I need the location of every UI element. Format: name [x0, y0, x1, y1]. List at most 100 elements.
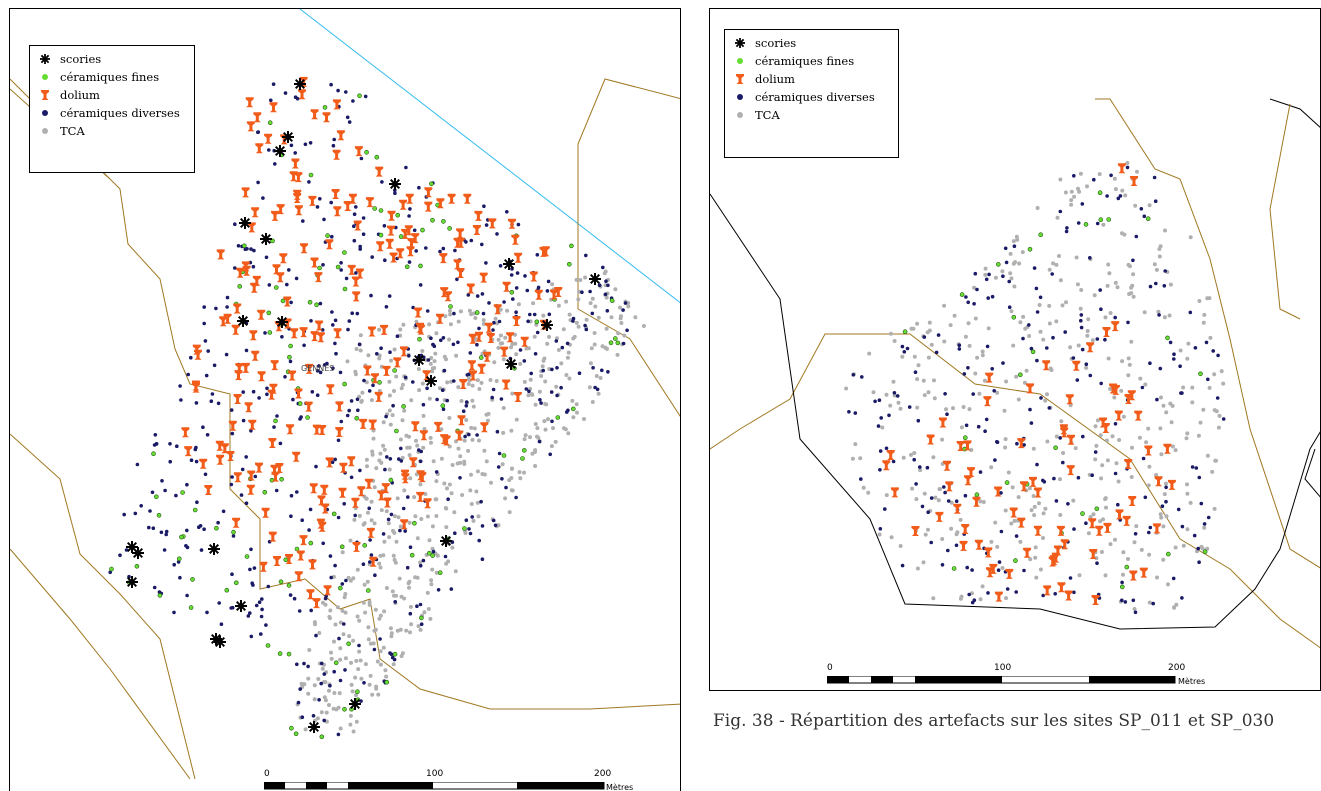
ceramiques-fines-point	[378, 208, 384, 213]
dolium-point	[466, 283, 475, 294]
ceramiques-diverses-point	[1003, 246, 1008, 251]
tca-point	[961, 405, 966, 409]
ceramiques-fines-point	[404, 264, 410, 270]
tca-point	[1214, 409, 1219, 414]
ceramiques-diverses-point	[298, 687, 303, 691]
ceramiques-diverses-point	[859, 477, 863, 481]
ceramiques-diverses-point	[1221, 417, 1226, 421]
scories-point	[276, 316, 288, 328]
right-scale-unit: Mètres	[1178, 677, 1206, 686]
ceramiques-fines-point	[1097, 190, 1103, 195]
ceramiques-diverses-point	[453, 248, 457, 253]
dolium-point	[434, 421, 443, 432]
tca-point	[430, 524, 435, 529]
ceramiques-diverses-point	[1071, 356, 1076, 360]
ceramiques-diverses-point	[1188, 310, 1193, 315]
ceramiques-diverses-point	[174, 493, 178, 498]
dolium-point	[1029, 476, 1037, 487]
ceramiques-fines-point	[392, 651, 398, 657]
ceramiques-diverses-point	[369, 553, 374, 557]
ceramiques-diverses-point	[484, 261, 488, 265]
tca-point	[327, 703, 331, 707]
ceramiques-diverses-icon	[38, 109, 52, 117]
tca-point	[574, 320, 579, 325]
ceramiques-diverses-point	[496, 465, 501, 469]
tca-point	[317, 631, 322, 635]
ceramiques-diverses-point	[354, 271, 358, 275]
tca-point	[427, 396, 432, 401]
dolium-point	[375, 166, 384, 177]
tca-point	[340, 550, 345, 555]
tca-point	[372, 628, 377, 633]
tca-point	[1047, 321, 1052, 326]
tca-point	[378, 553, 383, 558]
tca-point	[366, 510, 370, 515]
ceramiques-diverses-point	[984, 277, 989, 282]
tca-point	[989, 539, 994, 544]
dolium-point	[371, 373, 379, 384]
ceramiques-fines-point	[244, 554, 250, 559]
ceramiques-diverses-point	[179, 398, 183, 402]
tca-point	[1075, 282, 1080, 287]
tca-point	[421, 413, 426, 418]
tca-point	[1032, 504, 1037, 509]
ceramiques-diverses-point	[580, 290, 584, 295]
tca-point	[1156, 309, 1161, 314]
tca-point	[431, 459, 436, 464]
tca-point	[542, 419, 547, 424]
tca-point	[332, 639, 336, 644]
dolium-point	[255, 462, 263, 473]
ceramiques-diverses-point	[291, 397, 295, 402]
ceramiques-diverses-point	[962, 372, 967, 376]
tca-point	[453, 569, 458, 574]
tca-point	[1162, 492, 1167, 497]
tca-point	[1033, 555, 1038, 560]
tca-point	[476, 514, 481, 519]
tca-point	[365, 464, 369, 469]
tca-point	[1126, 373, 1131, 378]
ceramiques-diverses-point	[381, 532, 386, 536]
ceramiques-diverses-point	[560, 345, 565, 350]
tca-point	[367, 600, 372, 604]
ceramiques-diverses-point	[256, 180, 260, 185]
tca-point	[381, 443, 386, 448]
ceramiques-diverses-point	[1103, 337, 1107, 342]
ceramiques-diverses-point	[1206, 377, 1210, 382]
tca-point	[443, 314, 448, 319]
tca-point	[355, 567, 360, 572]
tca-point	[633, 315, 638, 320]
tca-point	[359, 676, 364, 681]
tca-point	[1161, 403, 1166, 408]
dolium-point	[323, 585, 332, 596]
ceramiques-diverses-point	[358, 244, 363, 249]
dolium-point	[247, 470, 256, 481]
tca-point	[352, 517, 357, 522]
tca-point	[1126, 262, 1131, 267]
dolium-point	[299, 327, 308, 338]
tca-point	[1133, 203, 1138, 208]
ceramiques-diverses-point	[548, 452, 552, 457]
dolium-point	[315, 320, 324, 331]
tca-point	[345, 359, 350, 364]
ceramiques-diverses-point	[992, 389, 996, 393]
tca-point	[1219, 369, 1224, 374]
dolium-point	[1129, 570, 1138, 581]
tca-point	[1027, 486, 1032, 491]
dolium-point	[220, 443, 229, 454]
dolium-point	[199, 458, 208, 469]
ceramiques-fines-point	[474, 310, 480, 315]
tca-point	[1022, 380, 1027, 385]
tca-point	[911, 326, 916, 331]
tca-point	[993, 520, 998, 525]
ceramiques-diverses-point	[625, 328, 629, 333]
tca-point	[531, 301, 536, 306]
tca-point	[439, 427, 444, 432]
ceramiques-diverses-point	[164, 532, 168, 537]
ceramiques-diverses-point	[996, 568, 1001, 572]
tca-point	[592, 331, 597, 335]
ceramiques-diverses-point	[1052, 476, 1056, 481]
ceramiques-diverses-point	[204, 373, 209, 378]
tca-point	[1061, 451, 1066, 455]
tca-point	[1054, 262, 1059, 267]
dolium-point	[956, 441, 965, 451]
